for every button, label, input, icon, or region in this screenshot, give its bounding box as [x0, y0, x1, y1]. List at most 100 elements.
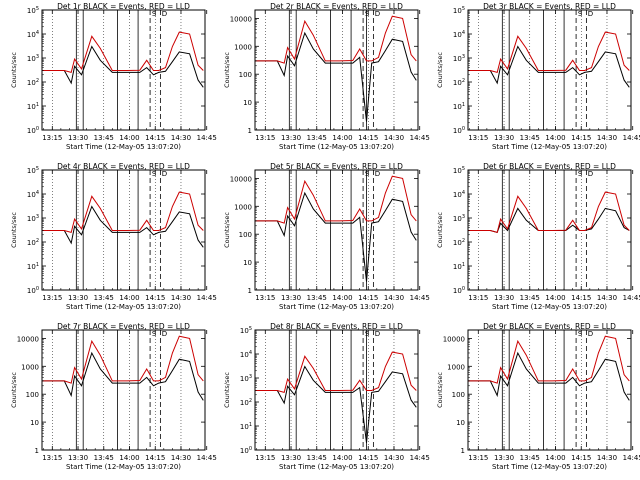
x-axis-label: Start Time (12-May-05 13:07:20): [279, 303, 394, 311]
x-axis-label: Start Time (12-May-05 13:07:20): [492, 303, 607, 311]
y-tick-label: 100: [453, 286, 465, 295]
y-tick-label: 100: [27, 126, 39, 135]
y-tick-label: 103: [453, 214, 465, 223]
y-tick-label: 103: [453, 54, 465, 63]
y-tick-label: 101: [27, 102, 39, 111]
x-tick-label: 13:45: [307, 454, 327, 462]
y-tick-label: 105: [453, 166, 465, 175]
x-tick-label: 14:30: [171, 294, 191, 302]
x-tick-label: 13:30: [494, 454, 514, 462]
y-tick-label: 104: [27, 190, 39, 199]
x-tick-label: 14:45: [623, 134, 640, 142]
lld-series-line: [468, 335, 630, 384]
y-tick-label: 10000: [17, 335, 39, 343]
plot-frame: [254, 329, 419, 451]
x-tick-label: 13:45: [307, 134, 327, 142]
chart-title: Det 1r BLACK = Events, RED = LLD: [57, 2, 190, 11]
x-tick-label: 13:45: [307, 294, 327, 302]
event-marker-label: S: [365, 170, 370, 178]
x-axis-label: Start Time (12-May-05 13:07:20): [66, 463, 181, 471]
y-tick-label: 10: [456, 419, 465, 427]
y-axis-label: Counts/sec: [436, 212, 444, 248]
x-tick-label: 14:00: [119, 454, 139, 462]
y-tick-label: 1: [248, 287, 252, 295]
x-tick-label: 13:45: [94, 294, 114, 302]
y-axis-label: Counts/sec: [223, 52, 231, 88]
chart-title: Det 3r BLACK = Events, RED = LLD: [483, 2, 616, 11]
y-tick-label: 100: [240, 446, 252, 455]
y-tick-label: 102: [27, 238, 39, 247]
y-tick-label: 104: [453, 190, 465, 199]
x-axis-label: Start Time (12-May-05 13:07:20): [66, 303, 181, 311]
y-tick-label: 1: [248, 127, 252, 135]
x-tick-label: 14:30: [384, 134, 404, 142]
x-tick-label: 14:45: [623, 454, 640, 462]
chart-title: Det 7r BLACK = Events, RED = LLD: [57, 322, 190, 331]
x-tick-label: 14:45: [410, 294, 430, 302]
y-axis-label: Counts/sec: [10, 212, 18, 248]
y-tick-label: 102: [240, 398, 252, 407]
y-tick-label: 100: [26, 391, 39, 399]
y-axis-label: Counts/sec: [223, 212, 231, 248]
x-tick-label: 14:00: [545, 134, 565, 142]
x-tick-label: 14:45: [410, 454, 430, 462]
y-axis-label: Counts/sec: [436, 52, 444, 88]
x-tick-label: 14:45: [197, 294, 217, 302]
event-marker-label: D: [162, 170, 167, 178]
x-tick-label: 13:15: [42, 294, 62, 302]
y-tick-label: 105: [240, 326, 252, 335]
x-tick-label: 14:15: [571, 134, 591, 142]
lld-series-line: [255, 351, 417, 394]
x-tick-label: 13:15: [42, 134, 62, 142]
chart-panel: SD 13:15 13:30 13:45 14:00 14:15 14:30 14:45 100…: [436, 162, 640, 311]
events-series-line: [255, 191, 417, 282]
event-marker-label: D: [375, 10, 380, 18]
x-tick-label: 14:15: [145, 294, 165, 302]
x-axis-label: Start Time (12-May-05 13:07:20): [279, 463, 394, 471]
y-tick-label: 102: [27, 78, 39, 87]
chart-title: Det 2r BLACK = Events, RED = LLD: [270, 2, 403, 11]
plot-frame: [254, 169, 419, 291]
y-tick-label: 100: [239, 71, 252, 79]
x-tick-label: 14:00: [119, 294, 139, 302]
x-tick-label: 13:15: [255, 134, 275, 142]
x-tick-label: 13:30: [68, 294, 88, 302]
x-tick-label: 14:45: [623, 294, 640, 302]
y-axis-label: Counts/sec: [436, 372, 444, 408]
x-tick-label: 13:45: [94, 454, 114, 462]
x-tick-label: 14:00: [332, 134, 352, 142]
y-tick-label: 103: [240, 374, 252, 383]
y-tick-label: 10: [243, 259, 252, 267]
x-tick-label: 14:15: [145, 454, 165, 462]
y-tick-label: 102: [453, 238, 465, 247]
events-series-line: [42, 45, 204, 88]
x-tick-label: 13:15: [255, 454, 275, 462]
event-marker-label: D: [588, 170, 593, 178]
x-tick-label: 14:30: [384, 294, 404, 302]
lld-series-line: [255, 175, 417, 224]
event-marker-label: S: [578, 170, 583, 178]
y-tick-label: 100: [27, 286, 39, 295]
y-tick-label: 104: [27, 30, 39, 39]
lld-series-line: [468, 31, 630, 74]
event-marker-label: S: [578, 10, 583, 18]
chart-title: Det 5r BLACK = Events, RED = LLD: [270, 162, 403, 171]
y-tick-label: 100: [453, 126, 465, 135]
x-tick-label: 13:15: [468, 134, 488, 142]
x-tick-label: 14:45: [197, 454, 217, 462]
x-tick-label: 14:15: [358, 134, 378, 142]
x-tick-label: 13:30: [494, 134, 514, 142]
y-tick-label: 101: [240, 422, 252, 431]
events-series-line: [468, 351, 630, 401]
x-tick-label: 14:15: [358, 454, 378, 462]
chart-title: Det 8r BLACK = Events, RED = LLD: [270, 322, 403, 331]
event-marker-label: D: [162, 330, 167, 338]
x-tick-label: 13:45: [520, 134, 540, 142]
event-marker-label: S: [365, 330, 370, 338]
y-tick-label: 105: [27, 166, 39, 175]
event-marker-label: S: [365, 10, 370, 18]
y-tick-label: 10: [30, 419, 39, 427]
